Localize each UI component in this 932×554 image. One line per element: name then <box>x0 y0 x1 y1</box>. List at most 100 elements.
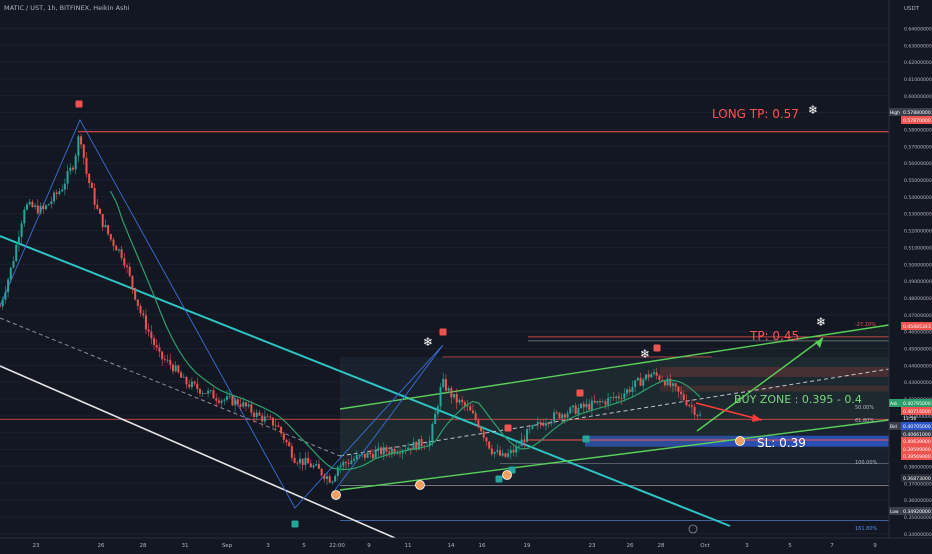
candle-body <box>74 155 77 170</box>
time-tick-label: 3 <box>745 543 749 549</box>
candle-body <box>320 468 323 476</box>
mid-price-tag: 0.40661000 <box>903 432 931 438</box>
candle-body <box>390 448 393 454</box>
candle-body <box>593 400 596 403</box>
time-tick-label: 5 <box>302 543 306 549</box>
candle-body <box>480 427 483 432</box>
buy-zone-label: BUY ZONE : 0.395 - 0.4 <box>734 393 862 406</box>
fib-50-label: 50.00% <box>855 405 874 411</box>
moving-average-line <box>109 190 701 471</box>
candle-body <box>499 450 501 456</box>
projection-arrow-up <box>696 337 824 432</box>
candle-body <box>515 446 518 453</box>
time-axis-panel[interactable] <box>0 538 932 550</box>
candle-body <box>231 396 234 406</box>
candle-body <box>131 275 134 289</box>
candle-body <box>199 389 201 394</box>
sell-signal-marker <box>576 389 584 397</box>
candle-body <box>509 450 512 454</box>
candle-body <box>463 402 466 406</box>
event-icon <box>688 524 698 534</box>
candle-body <box>185 376 188 385</box>
price-tick-label: 0.45000000 <box>904 346 932 352</box>
candle-body <box>523 439 526 442</box>
candle-body <box>671 383 674 386</box>
time-tick-label: 22:00 <box>329 543 345 549</box>
candle-body <box>82 144 85 158</box>
candle-body <box>15 244 18 262</box>
time-tick-label: 3 <box>266 543 270 549</box>
candle-body <box>563 414 566 418</box>
candle-body <box>0 306 1 308</box>
high-side-label-bg <box>889 108 901 116</box>
candle-body <box>666 378 669 386</box>
candle-body <box>323 475 326 480</box>
candle-body <box>174 365 177 372</box>
candle-body <box>577 408 580 414</box>
candle-body <box>26 204 29 210</box>
price-tick-label: 0.61000000 <box>904 77 932 83</box>
candle-body <box>350 460 353 464</box>
candle-body <box>44 205 47 210</box>
candle-body <box>282 433 285 440</box>
candle-body <box>690 405 693 407</box>
time-tick-label: 26 <box>627 543 634 549</box>
candle-body <box>377 447 380 451</box>
candle-body <box>12 261 15 268</box>
candle-body <box>63 183 66 190</box>
candle-body <box>647 374 650 378</box>
candle-body <box>601 401 604 403</box>
ask-side-label: Ask <box>890 401 898 407</box>
tp-label: TP: 0.45 <box>749 329 799 343</box>
level-price-tag-bg <box>901 437 932 445</box>
candle-body <box>544 423 547 426</box>
markers-layer <box>75 100 745 534</box>
candle-body <box>17 236 20 245</box>
time-tick-label: 7 <box>830 543 834 549</box>
white-trendline <box>0 365 396 539</box>
currency-label: USDT <box>904 6 920 12</box>
bid-side-label: Bid <box>890 424 897 430</box>
tp-price-tag: 0.45685343 <box>903 324 931 330</box>
high-line-tag-bg <box>901 116 932 124</box>
candle-body <box>209 390 212 392</box>
candle-body <box>261 415 264 422</box>
high-price-tag: 0.57880000 <box>903 110 931 116</box>
price-tick-label: 0.38000000 <box>904 464 932 470</box>
candle-body <box>342 462 345 466</box>
candle-body <box>650 374 653 378</box>
candle-body <box>488 441 491 449</box>
candle-body <box>23 209 26 224</box>
candle-body <box>299 458 301 464</box>
candle-body <box>534 424 537 426</box>
candle-body <box>461 399 464 403</box>
candle-body <box>207 390 210 394</box>
candle-body <box>685 400 688 406</box>
sell-signal-marker <box>75 100 83 108</box>
time-tick-label: 14 <box>448 543 455 549</box>
candle-body <box>628 389 631 392</box>
moving-average-layer <box>109 190 701 471</box>
candle-body <box>682 394 685 401</box>
candle-body <box>1 299 4 307</box>
candle-body <box>328 476 331 483</box>
low-side-label-bg <box>889 507 901 515</box>
candle-body <box>493 451 496 455</box>
candle-body <box>655 372 658 376</box>
channel-upper <box>339 324 890 410</box>
snowflake-icon: ❄ <box>808 103 818 117</box>
emoji-icon <box>331 490 341 500</box>
candle-body <box>574 405 577 414</box>
price-tick-label: 0.60000000 <box>904 94 932 100</box>
high-side-label: High <box>890 110 900 116</box>
time-axis-ticks: 23 26 28 31 Sep 3 5 22:00 9 11 14 16 19 23 26 28 Oct 3 5 7 9 <box>33 543 878 549</box>
price-tick-label: 0.54000000 <box>904 195 932 201</box>
candle-body <box>450 388 453 398</box>
candle-body <box>39 205 42 214</box>
ask-price-tag: 0.40795000 <box>903 401 931 407</box>
candle-body <box>599 401 601 403</box>
candle-body <box>615 396 618 399</box>
candle-body <box>553 412 556 422</box>
